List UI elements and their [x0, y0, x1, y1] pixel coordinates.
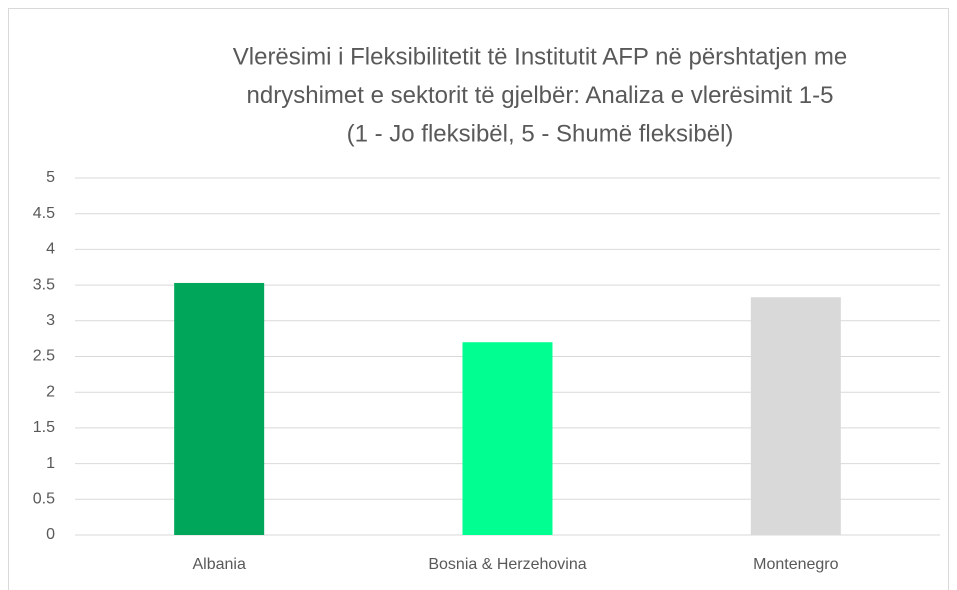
y-tick-label: 3	[46, 312, 55, 329]
bar	[174, 282, 265, 535]
y-tick-label: 1.5	[33, 419, 55, 436]
bar	[750, 297, 841, 535]
y-tick-label: 2.5	[33, 348, 55, 365]
y-tick-label: 4.5	[33, 205, 55, 222]
bar	[462, 342, 553, 535]
y-tick-label: 5	[46, 169, 55, 186]
y-tick-label: 0	[46, 526, 55, 543]
chart-border	[8, 8, 949, 590]
y-tick-label: 1	[46, 455, 55, 472]
x-tick-label: Albania	[192, 556, 245, 573]
y-tick-label: 3.5	[33, 276, 55, 293]
y-tick-label: 0.5	[33, 491, 55, 508]
x-tick-label: Bosnia & Herzehovina	[428, 556, 586, 573]
chart-title: (1 - Jo fleksibël, 5 - Shumë fleksibël)	[347, 120, 734, 147]
y-tick-label: 2	[46, 383, 55, 400]
y-tick-label: 4	[46, 241, 55, 258]
chart-title: Vlerësimi i Fleksibilitetit të Instituti…	[233, 43, 847, 70]
chart-title: ndryshimet e sektorit të gjelbër: Analiz…	[247, 82, 834, 109]
x-tick-label: Montenegro	[753, 556, 838, 573]
